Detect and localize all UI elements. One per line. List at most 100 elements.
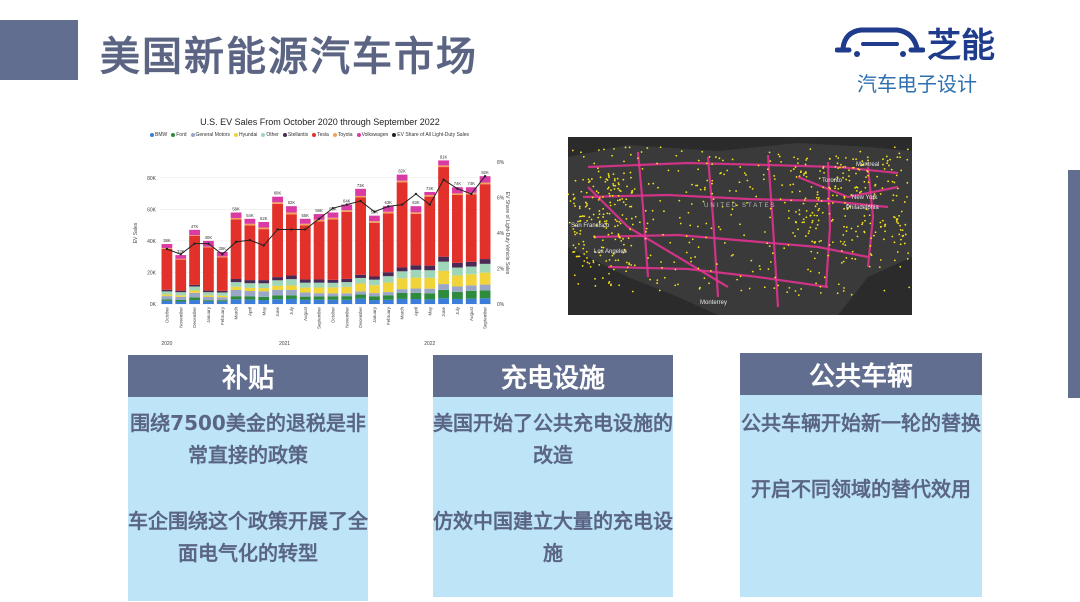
ev-share-point xyxy=(248,238,252,242)
charger-dot xyxy=(582,240,585,243)
charger-dot xyxy=(601,239,604,242)
charger-dot xyxy=(840,261,843,264)
bar-segment-bmw xyxy=(452,298,463,304)
charger-dot xyxy=(661,266,663,269)
charger-dot xyxy=(786,291,789,294)
highway-line xyxy=(866,166,875,268)
charger-dot xyxy=(580,190,583,193)
charger-dot xyxy=(751,270,754,273)
bar-segment-stellantis xyxy=(272,277,283,281)
charger-dot xyxy=(588,180,591,183)
charger-dot xyxy=(769,261,772,263)
x-tick-label: January xyxy=(206,306,211,323)
charger-dot xyxy=(638,221,641,224)
charger-dot xyxy=(613,268,615,271)
charger-dot xyxy=(588,262,591,265)
charger-dot xyxy=(598,220,601,223)
bar-segment-tesla xyxy=(382,213,394,273)
charger-dot xyxy=(690,203,693,205)
charger-dot xyxy=(828,186,831,189)
bar-segment-volkswagen xyxy=(369,215,380,222)
charger-dot xyxy=(867,181,870,184)
charger-dot xyxy=(629,171,632,174)
charger-dot xyxy=(608,272,610,275)
bar-segment-bmw xyxy=(244,299,256,304)
legend-item: EV Share of All Light-Duty Sales xyxy=(392,132,469,138)
bar-segment-hyundai xyxy=(479,272,491,285)
card-subsidy-line-2: 车企围绕这个政策开展了全面电气化的转型 xyxy=(128,509,368,565)
charger-dot xyxy=(800,288,803,290)
charger-dot xyxy=(705,236,708,239)
charger-dot xyxy=(823,276,826,279)
bar-segment-toyota xyxy=(369,221,380,223)
charger-dot xyxy=(792,168,795,170)
charger-dot xyxy=(868,214,871,217)
charger-dot xyxy=(870,254,873,257)
charger-dot xyxy=(797,228,799,231)
bar-total-label: 63K xyxy=(412,200,420,205)
charger-dot xyxy=(900,169,903,172)
charger-dot xyxy=(577,255,579,258)
charger-dot xyxy=(625,198,628,201)
charger-dot xyxy=(723,242,726,244)
ev-share-point xyxy=(221,253,224,256)
bar-segment-other xyxy=(424,270,436,278)
charger-dot xyxy=(883,289,886,292)
map-label-united-states: UNITED STATES xyxy=(704,203,777,209)
ev-share-point xyxy=(373,210,376,213)
charger-dot xyxy=(594,277,596,280)
x-tick-label: December xyxy=(358,307,363,328)
y2-tick-label: 2% xyxy=(497,267,505,273)
charger-dot xyxy=(605,260,608,262)
charger-dot xyxy=(792,183,795,186)
legend-item: Hyundai xyxy=(233,132,257,138)
charger-dot xyxy=(669,241,672,244)
card-charging-line-1: 美国开始了公共充电设施的改造 xyxy=(433,411,673,467)
charger-dot xyxy=(573,197,576,199)
charger-dot xyxy=(819,170,821,172)
charger-dot xyxy=(885,155,888,158)
bar-segment-general-motors xyxy=(452,286,463,292)
bar-segment-bmw xyxy=(175,301,187,304)
bar-segment-tesla xyxy=(341,211,353,279)
charger-dot xyxy=(790,199,793,202)
charger-dot xyxy=(758,265,761,267)
bar-total-label: 38K xyxy=(163,238,171,243)
bar-segment-other xyxy=(438,261,449,271)
charger-dot xyxy=(715,263,718,265)
charger-dot xyxy=(656,279,659,282)
x-tick-label: June xyxy=(441,307,446,317)
card-public-vehicles-line-2: 开启不同领域的替代效用 xyxy=(751,477,971,501)
charger-dot xyxy=(703,188,706,191)
ev-share-point xyxy=(165,247,169,251)
charger-dot xyxy=(602,196,604,198)
ev-share-point xyxy=(276,228,279,231)
charger-dot xyxy=(599,176,602,179)
charger-dot xyxy=(803,172,806,175)
charger-dot xyxy=(574,233,577,236)
bar-segment-volkswagen xyxy=(230,212,242,218)
charger-dot xyxy=(611,154,614,157)
ev-share-point xyxy=(442,178,445,181)
charger-dot xyxy=(906,181,909,184)
charger-dot xyxy=(868,205,871,207)
charger-dot xyxy=(739,166,742,168)
charger-dot xyxy=(820,239,822,242)
bar-segment-hyundai xyxy=(258,288,270,292)
charger-dot xyxy=(580,151,582,154)
charger-dot xyxy=(706,179,709,182)
legend-item: Volkswagen xyxy=(356,132,388,138)
x-tick-label: September xyxy=(483,307,488,330)
charger-dot xyxy=(843,207,846,210)
bar-segment-hyundai xyxy=(341,286,353,294)
charger-dot xyxy=(805,216,808,219)
map-label-los-angeles: Los Angeles xyxy=(594,249,627,255)
bar-segment-hyundai xyxy=(327,287,339,294)
bar-total-label: 35K xyxy=(219,246,227,251)
charger-dot xyxy=(855,172,857,175)
charger-dot xyxy=(768,151,771,154)
highway-line xyxy=(636,151,650,278)
charger-dot xyxy=(896,156,899,158)
charger-dot xyxy=(897,187,899,190)
charger-dot xyxy=(858,169,861,171)
